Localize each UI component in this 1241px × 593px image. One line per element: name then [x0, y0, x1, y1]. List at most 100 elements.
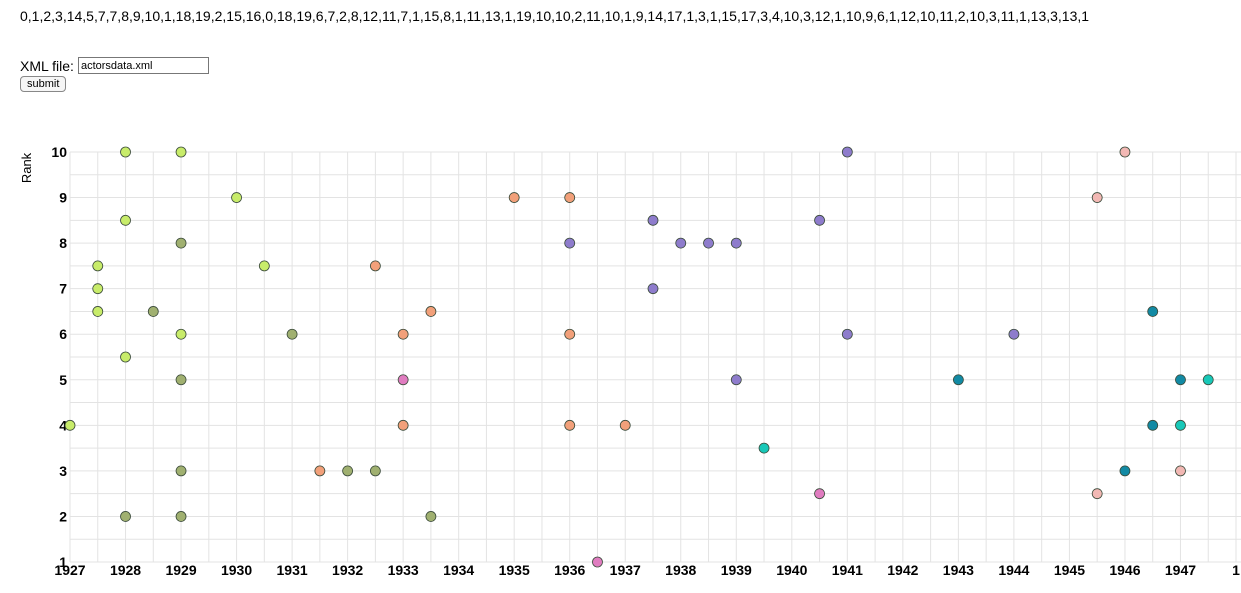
- data-point[interactable]: [369, 260, 381, 272]
- data-point[interactable]: [425, 511, 437, 522]
- data-point[interactable]: [397, 374, 409, 386]
- y-axis-label: Rank: [19, 152, 34, 183]
- number-sequence-text: 0,1,2,3,14,5,7,7,8,9,10,1,18,19,2,15,16,…: [20, 8, 1090, 24]
- y-tick-label: 7: [59, 281, 67, 297]
- y-tick-label: 9: [59, 190, 67, 206]
- xml-file-input[interactable]: [77, 57, 209, 74]
- data-point[interactable]: [120, 214, 131, 226]
- x-tick-label: 1936: [554, 562, 585, 578]
- y-tick-label: 1: [59, 554, 67, 570]
- data-point[interactable]: [286, 328, 298, 340]
- y-axis-ticks: 1 2 3 4 5 6 7 8 9 10: [51, 144, 67, 570]
- y-tick-label: 6: [59, 326, 67, 342]
- data-point[interactable]: [120, 351, 131, 363]
- submit-button[interactable]: submit: [20, 76, 67, 92]
- data-point[interactable]: [647, 283, 659, 295]
- data-point[interactable]: [231, 192, 242, 203]
- data-point[interactable]: [730, 237, 742, 249]
- data-point[interactable]: [175, 374, 187, 386]
- data-point[interactable]: [1175, 374, 1186, 386]
- data-point[interactable]: [841, 328, 853, 340]
- data-point[interactable]: [1008, 328, 1020, 340]
- data-point[interactable]: [814, 214, 825, 226]
- x-tick-label: 1930: [221, 562, 252, 578]
- x-tick-label: 1931: [277, 562, 308, 578]
- data-point[interactable]: [841, 146, 853, 158]
- data-point[interactable]: [952, 374, 964, 386]
- x-tick-label: 1937: [610, 562, 641, 578]
- chart-points: [64, 146, 1214, 568]
- x-tick-label: 1932: [332, 562, 363, 578]
- data-point[interactable]: [175, 146, 187, 158]
- data-point[interactable]: [147, 306, 159, 317]
- data-point[interactable]: [1175, 465, 1186, 477]
- x-axis-ticks: 1927 1928 1929 1930 1931 1932 1933 1934 1935 1936…: [54, 562, 1240, 578]
- chart-grid: [69, 151, 1241, 563]
- y-tick-label: 10: [51, 144, 67, 160]
- x-tick-label: 1939: [721, 562, 752, 578]
- data-point[interactable]: [508, 192, 520, 203]
- x-tick-label: 1941: [832, 562, 863, 578]
- data-point[interactable]: [564, 419, 576, 431]
- data-point[interactable]: [1147, 306, 1159, 317]
- data-point[interactable]: [1175, 419, 1186, 431]
- xml-file-label: XML file:: [20, 57, 74, 74]
- data-point[interactable]: [730, 374, 742, 386]
- x-tick-label: 1935: [499, 562, 530, 578]
- data-point[interactable]: [675, 237, 687, 249]
- x-tick-label: 1934: [443, 562, 474, 578]
- data-point[interactable]: [1202, 374, 1214, 386]
- y-tick-label: 8: [59, 235, 67, 251]
- data-point[interactable]: [564, 192, 576, 203]
- data-point[interactable]: [1119, 146, 1131, 158]
- data-point[interactable]: [1119, 465, 1131, 477]
- data-point[interactable]: [397, 328, 409, 340]
- data-point[interactable]: [814, 488, 825, 500]
- data-point[interactable]: [120, 146, 131, 158]
- data-point[interactable]: [120, 511, 131, 522]
- data-point[interactable]: [92, 260, 104, 272]
- y-tick-label: 2: [59, 508, 67, 524]
- data-point[interactable]: [647, 214, 659, 226]
- x-tick-label: 1928: [110, 562, 141, 578]
- data-point[interactable]: [425, 306, 437, 317]
- data-point[interactable]: [175, 328, 187, 340]
- data-point[interactable]: [92, 306, 104, 317]
- x-tick-label: 1927: [54, 562, 85, 578]
- data-point[interactable]: [1091, 192, 1103, 203]
- x-tick-label: 1944: [998, 562, 1029, 578]
- x-tick-label: 1947: [1165, 562, 1196, 578]
- x-tick-label: 1942: [887, 562, 918, 578]
- data-point[interactable]: [175, 237, 187, 249]
- xml-file-form: XML file: submit: [20, 57, 209, 92]
- data-point[interactable]: [619, 419, 631, 431]
- x-tick-label: 1946: [1109, 562, 1140, 578]
- data-point[interactable]: [258, 260, 270, 272]
- data-point[interactable]: [314, 465, 326, 477]
- data-point[interactable]: [92, 283, 104, 295]
- data-point[interactable]: [1091, 488, 1103, 500]
- x-tick-label: 1933: [388, 562, 419, 578]
- data-point[interactable]: [175, 465, 187, 477]
- data-point[interactable]: [758, 442, 770, 454]
- y-tick-label: 5: [59, 372, 67, 388]
- data-point[interactable]: [564, 328, 576, 340]
- x-tick-label: 1929: [165, 562, 196, 578]
- x-tick-label: 1: [1232, 562, 1240, 578]
- data-point[interactable]: [564, 237, 576, 249]
- data-point[interactable]: [592, 556, 603, 568]
- data-point[interactable]: [397, 419, 409, 431]
- x-tick-label: 1940: [776, 562, 807, 578]
- data-point[interactable]: [1147, 419, 1159, 431]
- data-point[interactable]: [369, 465, 381, 477]
- x-tick-label: 1938: [665, 562, 696, 578]
- data-point[interactable]: [703, 237, 714, 249]
- y-tick-label: 4: [59, 417, 67, 433]
- y-tick-label: 3: [59, 463, 67, 479]
- data-point[interactable]: [175, 511, 187, 522]
- data-point[interactable]: [64, 419, 76, 431]
- x-tick-label: 1945: [1054, 562, 1085, 578]
- data-point[interactable]: [342, 465, 354, 477]
- x-tick-label: 1943: [943, 562, 974, 578]
